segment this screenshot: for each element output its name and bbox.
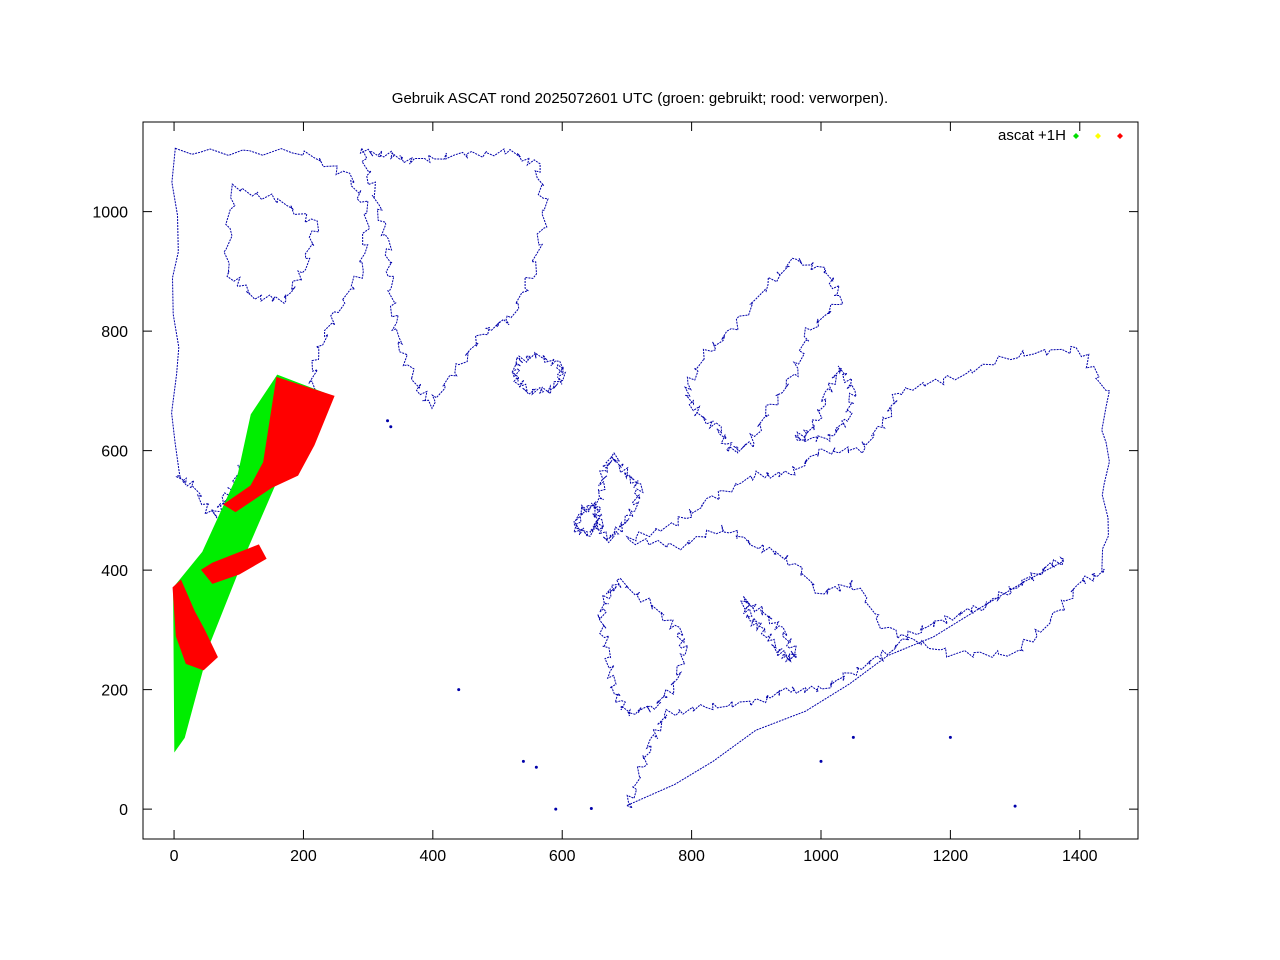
coastline-greenland [359,146,549,410]
x-tick-label: 400 [419,848,446,865]
legend-title: ascat +1H [998,127,1066,144]
island-dot [389,425,393,429]
coastline-baffin-bay [223,183,320,304]
legend-markers [1073,133,1123,139]
swath-rejected-observations [223,376,335,513]
coastline-scandinavia [684,257,844,454]
x-tick-label: 600 [549,848,576,865]
island-dot [386,419,390,423]
swath-rejected-observations [200,544,267,584]
island-dot [851,735,855,739]
coastline-british-isles [592,452,644,544]
coastline-layer [171,146,1110,811]
coastline-iceland [511,351,567,396]
y-tick-label: 1000 [92,205,128,222]
chart-title: Gebruik ASCAT rond 2025072601 UTC (groen… [392,90,888,107]
coastline-europe [625,345,1110,658]
island-dot [521,759,525,763]
y-tick-label: 800 [101,324,128,341]
coastline-iberia [597,577,689,717]
axes: 0 200 400 600 800 1000 1200 1400 0 200 400 600 800 10… [92,121,1139,865]
y-tick-label: 600 [101,444,128,461]
island-dot [589,807,593,811]
x-tick-label: 1400 [1062,848,1098,865]
y-tick-label: 400 [101,563,128,580]
coastline-north-africa [625,556,1065,810]
legend-marker [1095,133,1101,139]
island-dot [534,765,538,769]
legend: ascat +1H [998,127,1123,144]
y-tick-label: 200 [101,683,128,700]
legend-marker [1117,133,1123,139]
coastline-ireland [573,500,605,539]
island-dot [554,807,558,811]
ascat-swath-layer [172,374,335,753]
x-tick-label: 1200 [933,848,969,865]
island-dot [948,735,952,739]
swath-rejected-observations [172,579,218,671]
island-dot [1013,804,1017,808]
island-dot [457,688,461,692]
x-tick-label: 800 [678,848,705,865]
x-tick-label: 200 [290,848,317,865]
x-tick-label: 1000 [803,848,839,865]
y-tick-label: 0 [119,802,128,819]
legend-marker [1073,133,1079,139]
coastline-italy [740,596,797,663]
island-dot [819,759,823,763]
x-tick-label: 0 [170,848,179,865]
coastline-baltic [794,365,857,443]
plot-frame [142,121,1139,840]
